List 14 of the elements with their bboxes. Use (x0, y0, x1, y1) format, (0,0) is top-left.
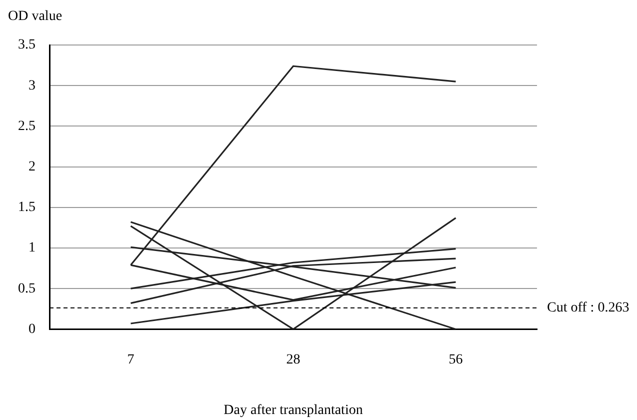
ref-line-label: Cut off : 0.263 (547, 300, 630, 316)
x-tick-label: 28 (286, 352, 300, 368)
x-tick-label: 56 (448, 352, 463, 368)
y-tick-label: 3 (28, 78, 36, 94)
y-tick-label: 1 (28, 240, 36, 256)
y-tick-label: 2.5 (18, 118, 36, 134)
x-tick-label: 7 (127, 352, 134, 368)
y-tick-label: 1.5 (18, 200, 36, 216)
y-axis-title: OD value (8, 9, 62, 24)
y-tick-label: 2 (28, 159, 36, 174)
x-axis-title: Day after transplantation (224, 403, 363, 418)
y-tick-label: 0 (28, 322, 36, 337)
y-tick-label: 3.5 (18, 38, 36, 53)
y-tick-label: 0.5 (18, 281, 36, 296)
